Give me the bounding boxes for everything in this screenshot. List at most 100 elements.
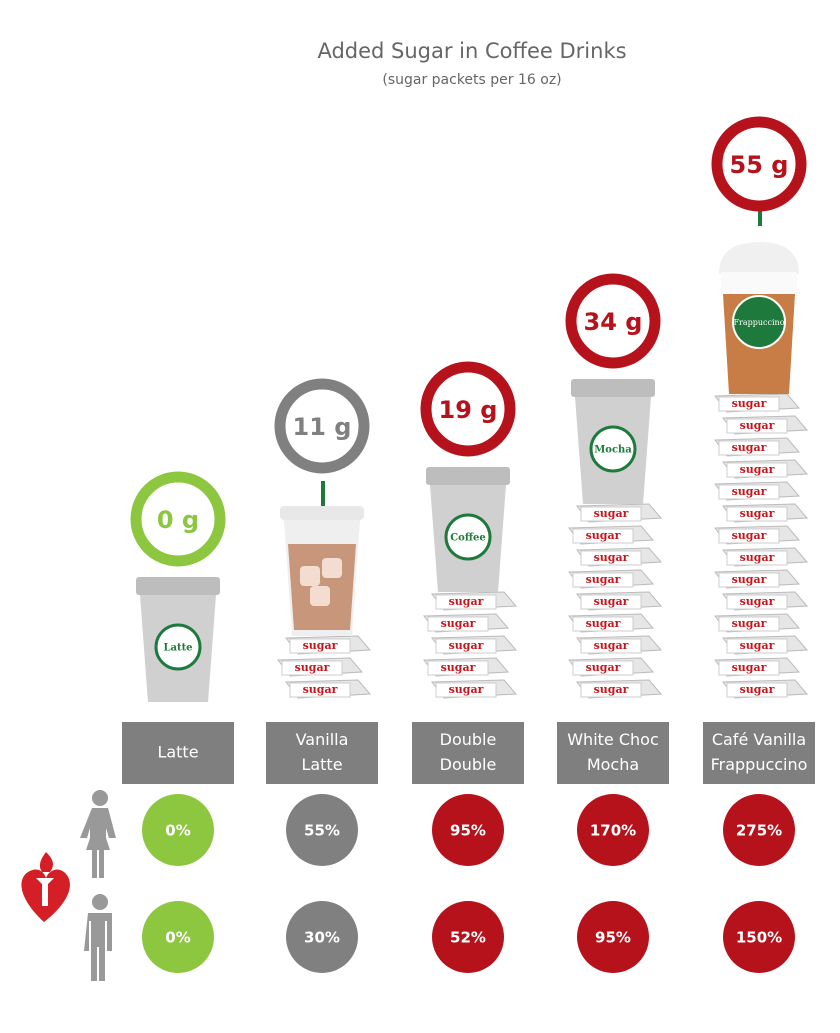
sugar-packet: sugar — [714, 657, 801, 677]
cup-logo — [444, 513, 492, 561]
sugar-packet: sugar — [423, 657, 510, 677]
men-circle — [577, 901, 649, 973]
sugar-grams: 0 g — [157, 506, 199, 534]
packet-face — [427, 616, 489, 632]
packet-text: sugar — [740, 683, 775, 696]
men-percent: 95% — [595, 929, 631, 947]
packet-text: sugar — [732, 661, 767, 674]
packet-face — [726, 594, 788, 610]
sugar-grams: 19 g — [439, 396, 498, 424]
title: Added Sugar in Coffee Drinks — [317, 39, 626, 63]
sugar-packet: sugar — [568, 657, 655, 677]
packet-face — [726, 682, 788, 698]
packet-text: sugar — [303, 639, 338, 652]
drink-name: Vanilla — [296, 730, 349, 749]
packet-face — [718, 572, 780, 588]
packet-face — [718, 440, 780, 456]
sugar-packet: sugar — [714, 393, 801, 413]
sugar-packet: sugar — [277, 657, 364, 677]
packet-face — [718, 616, 780, 632]
packet-face — [427, 660, 489, 676]
sugar-grams: 55 g — [730, 151, 789, 179]
sugar-grams: 11 g — [293, 413, 352, 441]
packet-text: sugar — [594, 595, 629, 608]
cup-logo — [732, 295, 786, 349]
name-box — [412, 722, 524, 784]
women-percent: 275% — [736, 822, 782, 840]
packet-face — [718, 396, 780, 412]
ice-cube — [310, 586, 330, 606]
men-percent: 0% — [165, 929, 190, 947]
women-percent: 170% — [590, 822, 636, 840]
packet-face — [435, 682, 497, 698]
packet-text: sugar — [586, 529, 621, 542]
cup-label: Mocha — [594, 445, 632, 456]
sugar-ring — [274, 378, 370, 474]
sugar-grams: 34 g — [584, 308, 643, 336]
packet-text: sugar — [295, 661, 330, 674]
women-percent: 95% — [450, 822, 486, 840]
sugar-packet: sugar — [722, 415, 809, 435]
packet-text: sugar — [740, 639, 775, 652]
women-circle — [432, 794, 504, 866]
drink-name: White Choc — [567, 730, 659, 749]
women-circle — [577, 794, 649, 866]
sugar-packet: sugar — [568, 613, 655, 633]
woman-icon — [80, 790, 116, 878]
packet-text: sugar — [732, 573, 767, 586]
sugar-packet: sugar — [722, 547, 809, 567]
women-circle — [723, 794, 795, 866]
cup-cream — [721, 272, 797, 294]
sugar-ring — [420, 361, 516, 457]
drink-name: Latte — [157, 743, 198, 762]
sugar-packet: sugar — [722, 459, 809, 479]
sugar-packet: sugar — [576, 591, 663, 611]
sugar-ring — [711, 116, 807, 212]
drink-name: Mocha — [587, 755, 639, 774]
women-percent: 0% — [165, 822, 190, 840]
women-percent: 55% — [304, 822, 340, 840]
packet-text: sugar — [586, 573, 621, 586]
sugar-packet: sugar — [722, 635, 809, 655]
packet-face — [726, 418, 788, 434]
drink-name: Frappuccino — [711, 755, 808, 774]
packet-text: sugar — [441, 661, 476, 674]
ice-cube — [300, 566, 320, 586]
men-circle — [723, 901, 795, 973]
packet-face — [580, 682, 642, 698]
name-box — [266, 722, 378, 784]
packet-text: sugar — [740, 507, 775, 520]
men-percent: 52% — [450, 929, 486, 947]
name-box — [703, 722, 815, 784]
packet-text: sugar — [586, 661, 621, 674]
men-circle — [286, 901, 358, 973]
sugar-packet: sugar — [431, 679, 518, 699]
subtitle: (sugar packets per 16 oz) — [382, 72, 561, 88]
packet-text: sugar — [732, 441, 767, 454]
packet-face — [572, 528, 634, 544]
packet-face — [580, 506, 642, 522]
cup-label: Frappuccino — [733, 318, 784, 327]
cup-logo — [154, 623, 202, 671]
sugar-packet: sugar — [576, 503, 663, 523]
straw — [321, 481, 325, 511]
packet-face — [289, 682, 351, 698]
packet-face — [718, 660, 780, 676]
cup-label: Coffee — [450, 533, 486, 544]
packet-face — [718, 484, 780, 500]
cup-lid — [280, 506, 364, 520]
sugar-packet: sugar — [576, 679, 663, 699]
men-percent: 30% — [304, 929, 340, 947]
packet-text: sugar — [732, 529, 767, 542]
sugar-ring — [565, 273, 661, 369]
packet-face — [572, 572, 634, 588]
cup-dome — [719, 242, 799, 274]
packet-face — [726, 638, 788, 654]
packet-face — [726, 506, 788, 522]
sugar-packet: sugar — [714, 525, 801, 545]
packet-face — [289, 638, 351, 654]
sugar-packet: sugar — [431, 635, 518, 655]
sugar-packet: sugar — [285, 679, 372, 699]
sugar-packet: sugar — [568, 525, 655, 545]
ice-cube — [322, 558, 342, 578]
